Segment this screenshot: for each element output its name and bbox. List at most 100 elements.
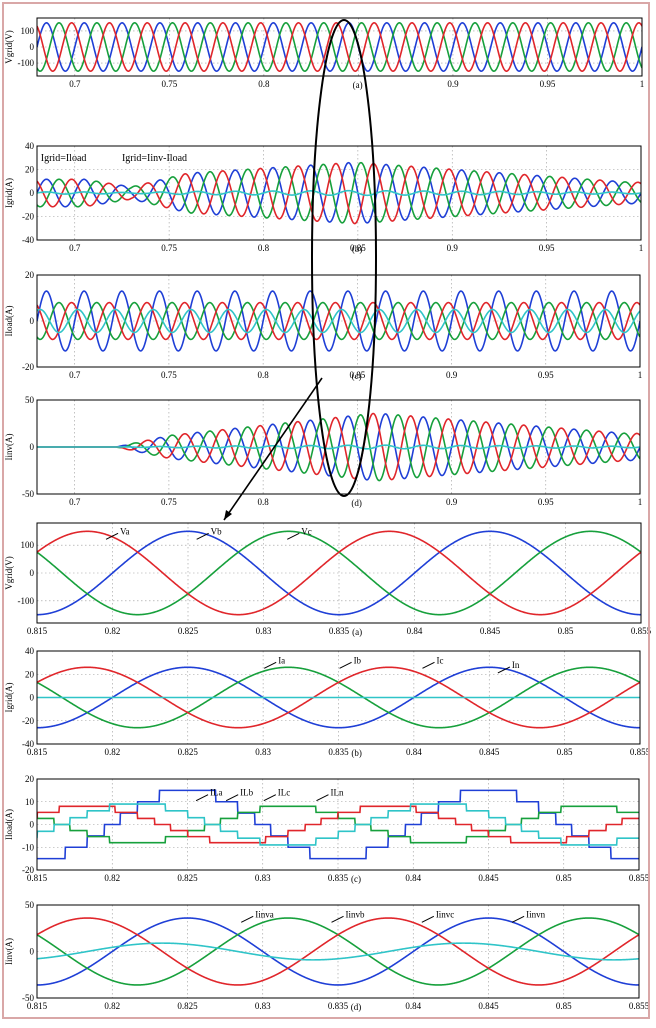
series-line-c <box>37 666 640 729</box>
series-line-a <box>37 290 640 352</box>
panel-caption: (d) <box>351 498 362 508</box>
arrow-line <box>339 661 352 669</box>
x-tick-label: 0.845 <box>480 626 501 636</box>
x-tick-label: 0.85 <box>350 243 366 253</box>
x-tick-label: 1 <box>639 243 644 253</box>
x-tick-label: 0.7 <box>69 370 81 380</box>
curve-label: Vb <box>211 526 222 536</box>
x-tick-label: 0.8 <box>258 497 270 507</box>
x-tick-label: 0.82 <box>104 1001 120 1011</box>
arrow-line <box>196 532 209 540</box>
x-tick-label: 0.7 <box>69 497 81 507</box>
arrow-line <box>241 915 254 923</box>
curve-label: ILb <box>240 788 253 798</box>
x-tick-label: 0.8 <box>258 243 270 253</box>
series-line-n <box>37 308 640 334</box>
x-tick-label: 0.95 <box>538 370 554 380</box>
y-axis-label: Igrid(A) <box>4 178 14 208</box>
x-tick-label: 0.84 <box>405 873 421 883</box>
series-line-n <box>37 942 639 961</box>
x-tick-label: 1 <box>638 370 643 380</box>
panel-caption: (d) <box>351 1002 362 1012</box>
x-tick-label: 0.83 <box>255 1001 271 1011</box>
x-tick-label: 0.85 <box>557 747 573 757</box>
series-line-n <box>37 803 639 846</box>
x-tick-label: 0.85 <box>556 1001 572 1011</box>
figure-border <box>2 2 650 1019</box>
y-tick-label: 0 <box>30 820 35 830</box>
curve-label: Ic <box>436 655 443 665</box>
y-tick-label: 0 <box>30 442 35 452</box>
arrow-line <box>263 794 277 802</box>
x-tick-label: 0.855 <box>629 1001 650 1011</box>
y-tick-label: 20 <box>25 669 35 679</box>
x-tick-label: 0.84 <box>406 747 422 757</box>
curve-label: Iinvc <box>436 909 455 919</box>
x-tick-label: 0.82 <box>105 747 121 757</box>
y-tick-label: 50 <box>25 395 35 405</box>
zoom-ellipse <box>311 19 377 497</box>
panel-caption: (a) <box>352 627 362 637</box>
panel-5: 0.815 0.82 0.825 0.83 0.835 0.84 0.845 0.85 0.85… <box>4 522 652 637</box>
y-axis-label: Iinv(A) <box>4 434 14 461</box>
y-axis-label: Vgrid(V) <box>4 30 14 64</box>
y-tick-label: -50 <box>22 993 34 1003</box>
series-line-a <box>37 789 639 860</box>
x-tick-label: 0.7 <box>69 79 81 89</box>
curve-label: ILn <box>330 788 343 798</box>
arrow-line <box>105 532 119 540</box>
panel-4: 0.7 0.75 0.8 0.9 0.95 1 50 0 -50 Iinv(A) (d) <box>4 395 642 508</box>
x-tick-label: 0.835 <box>329 626 350 636</box>
y-tick-label: 20 <box>25 165 35 175</box>
y-tick-label: -100 <box>18 58 35 68</box>
x-tick-label: 0.84 <box>407 626 423 636</box>
y-tick-label: 20 <box>25 270 35 280</box>
x-tick-label: 0.82 <box>105 626 121 636</box>
series-line-b <box>37 22 642 72</box>
arrow-line <box>195 794 209 802</box>
x-tick-label: 0.815 <box>27 873 48 883</box>
x-tick-label: 0.825 <box>177 1001 198 1011</box>
x-tick-label: 0.835 <box>328 1001 349 1011</box>
y-tick-label: -40 <box>22 235 34 245</box>
panel-3: 0.7 0.75 0.8 0.85 0.9 0.95 1 20 0 -20 Iload(A) (c) <box>4 270 642 381</box>
x-tick-label: 1 <box>638 497 643 507</box>
plot-frame <box>36 145 642 241</box>
x-tick-label: 0.7 <box>69 243 81 253</box>
x-tick-label: 0.75 <box>161 79 177 89</box>
y-axis-label: Iload(A) <box>4 306 14 337</box>
plot-frame <box>36 778 640 871</box>
x-tick-label: 0.83 <box>255 873 271 883</box>
panel-2: 0.7 0.75 0.8 0.85 0.9 0.95 1 40 20 0 -20 -40 Igrid(A… <box>4 141 643 254</box>
plot-frame <box>36 522 642 624</box>
series-line-n <box>37 189 641 197</box>
y-tick-label: 0 <box>30 568 35 578</box>
panel-caption: (b) <box>351 748 362 758</box>
x-tick-label: 0.85 <box>349 370 365 380</box>
series-line-c <box>37 22 642 72</box>
x-tick-label: 0.825 <box>178 747 199 757</box>
x-tick-label: 0.75 <box>161 497 177 507</box>
panel-1: 0.7 0.75 0.8 0.9 0.95 1 100 0 -100 Vgrid(V) (a) <box>4 17 644 90</box>
panel-7: 0.815 0.82 0.825 0.83 0.835 0.84 0.845 0.85 0.85… <box>4 774 650 884</box>
y-tick-label: -20 <box>22 362 34 372</box>
y-tick-label: 100 <box>21 26 35 36</box>
y-tick-label: 10 <box>25 797 35 807</box>
x-tick-label: 0.85 <box>558 626 574 636</box>
y-tick-label: -20 <box>22 212 34 222</box>
x-tick-label: 0.815 <box>27 626 48 636</box>
x-tick-label: 0.84 <box>405 1001 421 1011</box>
y-tick-label: 0 <box>30 947 35 957</box>
x-tick-label: 0.825 <box>178 626 199 636</box>
y-tick-label: 40 <box>25 141 35 151</box>
y-tick-label: 20 <box>25 774 35 784</box>
panel-caption: (a) <box>353 80 363 90</box>
curve-label: In <box>512 660 520 670</box>
arrow-line <box>287 532 300 540</box>
x-tick-label: 0.95 <box>538 497 554 507</box>
series-line-c <box>37 805 639 844</box>
panel-6: 0.815 0.82 0.825 0.83 0.835 0.84 0.845 0.85 0.85… <box>4 646 651 758</box>
y-tick-label: 0 <box>30 316 35 326</box>
x-tick-label: 0.9 <box>447 79 459 89</box>
